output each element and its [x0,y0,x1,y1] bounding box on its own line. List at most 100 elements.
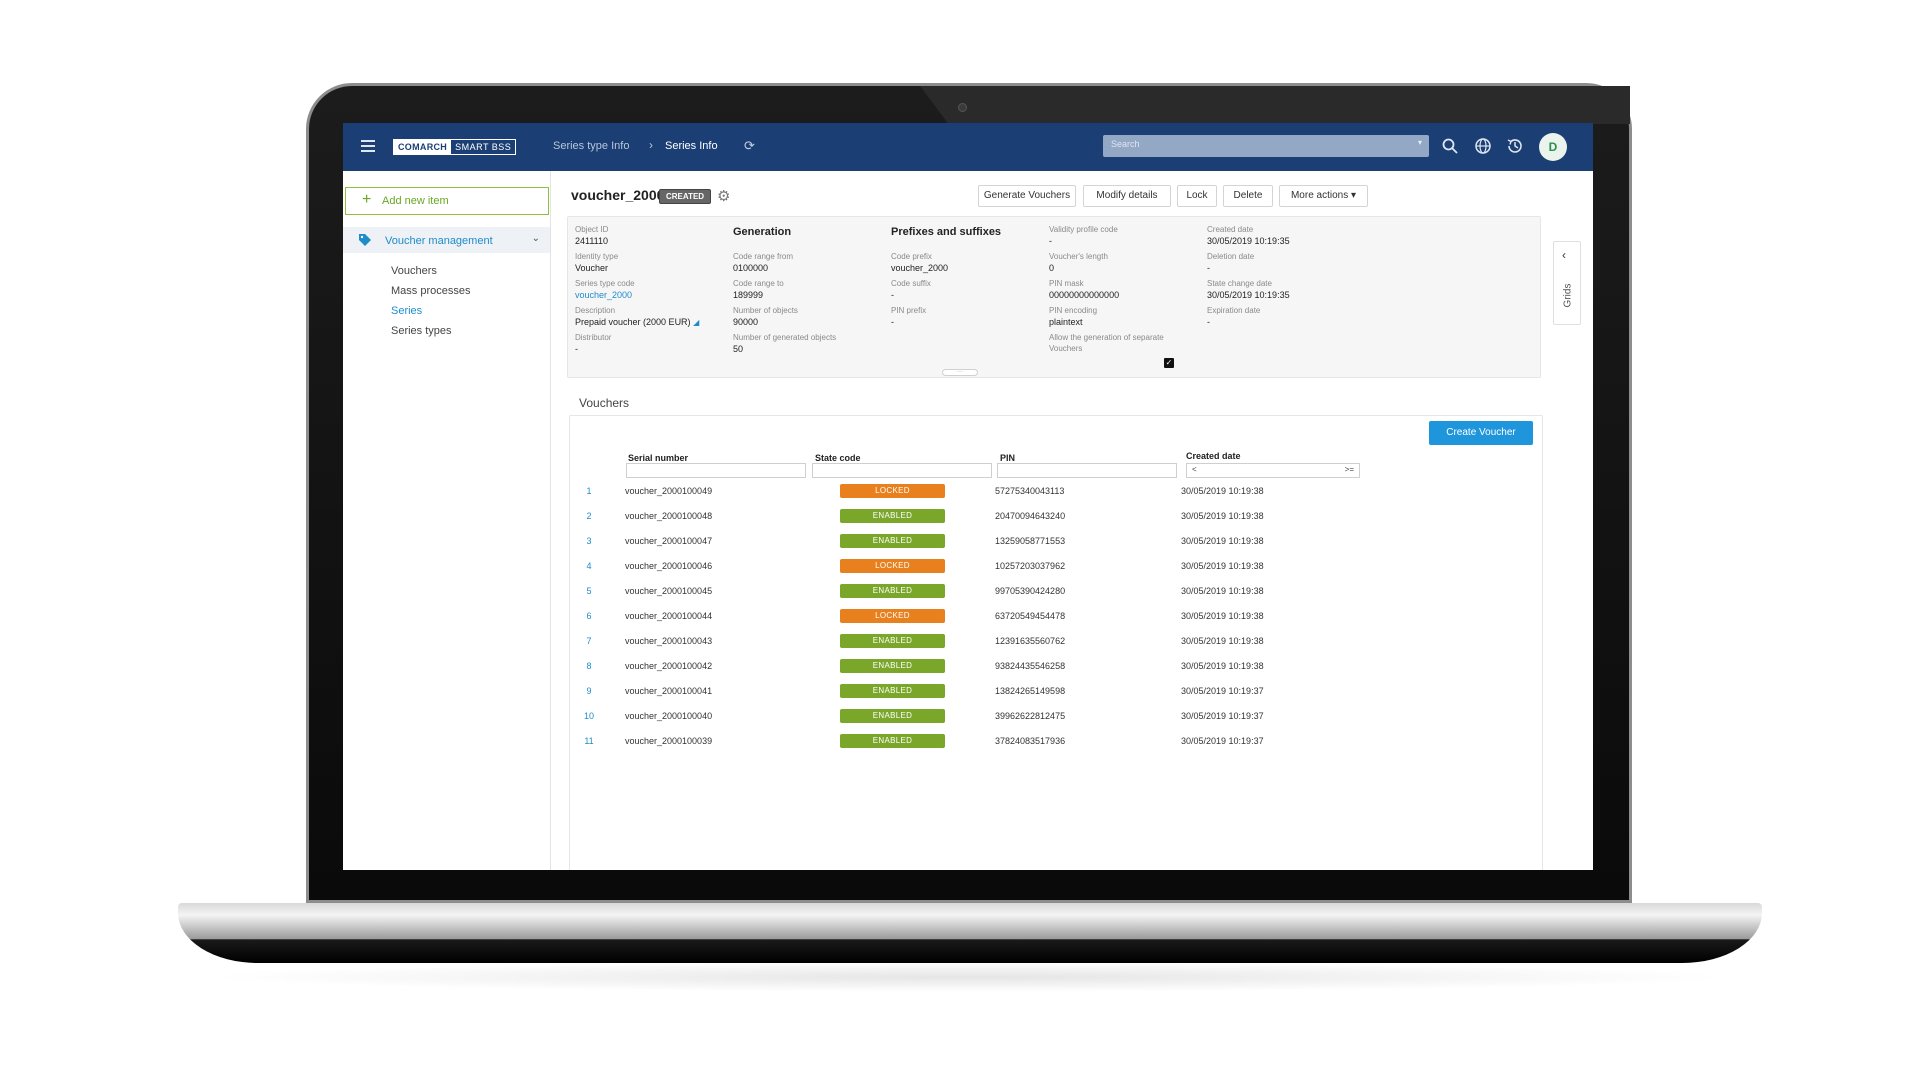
sidebar-item-series[interactable]: Series [391,305,423,317]
pin-filter-input[interactable] [997,463,1177,478]
field-allow-generation: Allow the generation of separate Voucher… [1049,333,1164,353]
field-code-range-to: Code range to 189999 [733,279,784,300]
app-screen: COMARCH SMART BSS Series type Info › Ser… [343,123,1593,870]
state-badge: ENABLED [840,584,945,598]
field-pin-prefix: PIN prefix - [891,306,927,327]
generate-vouchers-button[interactable]: Generate Vouchers [978,185,1076,207]
sidebar-item-series-types[interactable]: Series types [391,325,452,337]
more-actions-button[interactable]: More actions ▾ [1279,185,1368,207]
pin-cell: 39962622812475 [995,711,1066,721]
search-icon[interactable] [1441,137,1459,155]
serial-number-cell[interactable]: voucher_2000100049 [625,486,713,496]
serial-number-cell[interactable]: voucher_2000100039 [625,736,713,746]
created-date-filter-input[interactable]: < >= [1186,463,1360,478]
field-expiration-date: Expiration date - [1207,306,1261,327]
state-badge: ENABLED [840,534,945,548]
state-badge: ENABLED [840,634,945,648]
pin-cell: 12391635560762 [995,636,1066,646]
pin-cell: 20470094643240 [995,511,1066,521]
hamburger-menu-icon[interactable] [361,140,375,152]
created-date-cell: 30/05/2019 10:19:37 [1181,686,1264,696]
chevron-down-icon[interactable]: ⌄ [531,233,540,244]
search-dropdown-icon[interactable]: ▾ [1417,138,1422,147]
camera-icon [958,103,967,112]
row-number[interactable]: 9 [586,686,592,696]
created-date-cell: 30/05/2019 10:19:38 [1181,536,1264,546]
collapse-handle[interactable]: ··· [942,369,978,376]
row-number[interactable]: 6 [586,611,592,621]
pin-cell: 57275340043113 [995,486,1065,496]
row-number[interactable]: 8 [586,661,592,671]
laptop-lid-reflection [920,86,1630,124]
pin-cell: 10257203037962 [995,561,1066,571]
sidebar-section-voucher-management[interactable]: Voucher management ⌄ [343,227,550,253]
serial-number-cell[interactable]: voucher_2000100047 [625,536,713,546]
sidebar-item-mass-processes[interactable]: Mass processes [391,285,471,297]
field-number-of-objects: Number of objects 90000 [733,306,798,327]
search-input[interactable]: Search ▾ [1103,135,1429,157]
state-code-filter-input[interactable] [812,463,992,478]
created-date-cell: 30/05/2019 10:19:37 [1181,711,1264,721]
serial-number-cell[interactable]: voucher_2000100044 [625,611,713,621]
page-title: voucher_2000 [571,187,665,203]
created-date-cell: 30/05/2019 10:19:38 [1181,636,1264,646]
column-header-pin[interactable]: PIN [1000,453,1016,463]
row-number[interactable]: 3 [586,536,592,546]
row-number[interactable]: 11 [584,736,594,746]
column-header-state-code[interactable]: State code [815,453,861,463]
serial-number-cell[interactable]: voucher_2000100040 [625,711,713,721]
serial-number-cell[interactable]: voucher_2000100041 [625,686,713,696]
date-filter-less-than: < [1192,465,1197,474]
modify-details-button[interactable]: Modify details [1083,185,1171,207]
refresh-icon[interactable]: ⟳ [744,138,755,153]
field-object-id: Object ID 2411110 [575,225,609,246]
state-badge: ENABLED [840,684,945,698]
plus-icon: + [362,191,372,208]
history-icon[interactable] [1506,137,1524,155]
row-number[interactable]: 1 [586,486,592,496]
delete-button[interactable]: Delete [1223,185,1273,207]
row-number[interactable]: 5 [586,586,592,596]
column-header-created-date[interactable]: Created date [1186,451,1241,461]
sidebar-section-label: Voucher management [385,235,493,247]
chevron-left-icon[interactable]: ‹ [1562,248,1566,262]
serial-number-filter-input[interactable] [626,463,806,478]
generation-section-title: Generation [733,226,792,238]
row-number[interactable]: 2 [586,511,592,521]
field-voucher-length: Voucher's length 0 [1049,252,1108,273]
row-number[interactable]: 7 [586,636,592,646]
sidebar-item-vouchers[interactable]: Vouchers [391,265,437,277]
pin-cell: 93824435546258 [995,661,1066,671]
state-badge: ENABLED [840,659,945,673]
state-badge: LOCKED [840,484,945,498]
column-header-serial-number[interactable]: Serial number [628,453,689,463]
lock-button[interactable]: Lock [1177,185,1217,207]
laptop-base [178,903,1762,963]
breadcrumb-series-type-info[interactable]: Series type Info [553,140,630,152]
allow-generation-checkbox[interactable]: ✓ [1164,358,1174,368]
vouchers-grid [569,415,1543,870]
serial-number-cell[interactable]: voucher_2000100045 [625,586,713,596]
serial-number-cell[interactable]: voucher_2000100042 [625,661,713,671]
status-badge: CREATED [659,189,712,204]
pin-cell: 37824083517936 [995,736,1066,746]
globe-icon[interactable] [1474,137,1492,155]
serial-number-cell[interactable]: voucher_2000100048 [625,511,713,521]
app-logo[interactable]: COMARCH SMART BSS [393,139,517,155]
top-bar: COMARCH SMART BSS Series type Info › Ser… [343,123,1593,171]
row-number[interactable]: 4 [586,561,592,571]
grids-side-tab[interactable]: ‹ Grids [1553,241,1581,325]
serial-number-cell[interactable]: voucher_2000100046 [625,561,713,571]
state-badge: ENABLED [840,709,945,723]
row-number[interactable]: 10 [583,711,594,721]
more-actions-label: More actions [1290,190,1349,201]
gear-icon[interactable]: ⚙ [717,188,731,205]
created-date-cell: 30/05/2019 10:19:38 [1181,661,1264,671]
avatar[interactable]: D [1539,133,1567,161]
logo-secondary: SMART BSS [455,142,512,152]
serial-number-cell[interactable]: voucher_2000100043 [625,636,713,646]
add-new-item-button[interactable]: + Add new item [345,187,549,215]
create-voucher-button[interactable]: Create Voucher [1429,421,1533,445]
series-type-code-link[interactable]: voucher_2000 [575,290,633,300]
expand-icon[interactable]: ◢ [693,318,700,327]
